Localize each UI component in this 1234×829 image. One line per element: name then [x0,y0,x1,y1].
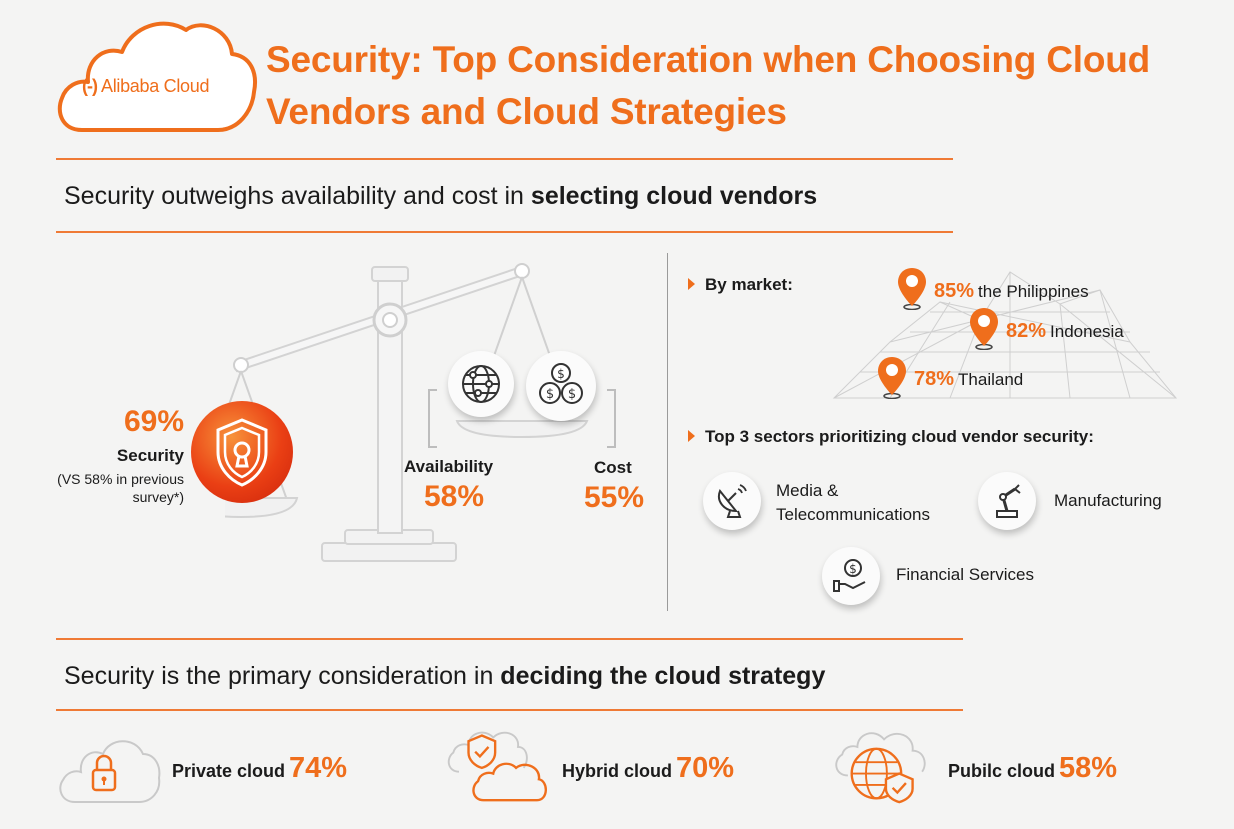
section2-heading: Security is the primary consideration in… [64,662,826,690]
arrow-icon [688,278,695,290]
cost-percentage: 55% [584,481,645,514]
svg-text:$: $ [849,562,857,576]
divider [56,158,953,160]
market-thailand: 78% Thailand [914,368,1024,390]
robot-arm-icon [978,472,1036,530]
divider [56,638,963,640]
cloud-shield-icon [447,731,547,802]
sector-media-telecom: Media & Telecommunications [776,481,931,524]
divider [56,709,963,711]
map-pin-icon [898,268,926,310]
cloud-lock-icon [59,740,161,803]
satellite-dish-icon [703,472,761,530]
hybrid-cloud-stat: Hybrid cloud 70% [562,752,735,784]
security-label: Security [116,446,184,465]
svg-text:$: $ [557,367,565,381]
hand-coin-icon: $ [822,547,880,605]
map-pin-icon [970,308,998,350]
svg-text:$: $ [568,387,576,402]
globe-network-icon [448,351,514,417]
svg-text:$: $ [546,387,554,402]
by-market-heading: By market: [688,275,793,295]
logo: (-) Alibaba Cloud [82,76,209,97]
balance-scale-illustration [225,263,616,562]
logo-cloud-outline [57,21,257,132]
logo-text: Alibaba Cloud [100,76,210,96]
shield-keyhole-icon [191,401,293,503]
security-note: (VS 58% in previous survey*) [57,471,184,505]
page-title: Security: Top Consideration when Choosin… [266,39,1151,132]
cost-label: Cost [594,458,632,477]
section1-heading: Security outweighs availability and cost… [64,182,818,210]
wireframe-map-background [832,271,1178,399]
vertical-divider [667,253,668,611]
coins-dollar-icon: $ $ $ [526,351,596,421]
arrow-icon [688,430,695,442]
divider [56,231,953,233]
security-percentage: 69% [123,405,184,438]
map-pin-icon [878,357,906,399]
public-cloud-stat: Pubilc cloud 58% [948,752,1118,784]
sector-financial-services: Financial Services [896,565,1034,584]
logo-mark-icon: (-) [82,76,98,96]
private-cloud-stat: Private cloud 74% [172,752,348,784]
availability-label: Availability [404,457,494,476]
sector-manufacturing: Manufacturing [1054,491,1162,510]
market-philippines: 85% the Philippines [934,280,1089,302]
market-indonesia: 82% Indonesia [1006,320,1124,342]
globe-shield-icon [835,732,926,804]
sectors-heading: Top 3 sectors prioritizing cloud vendor … [688,427,1094,447]
availability-percentage: 58% [424,480,485,513]
